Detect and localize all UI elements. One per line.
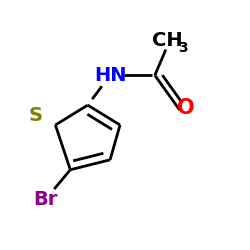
Text: Br: Br: [33, 190, 58, 209]
Text: O: O: [177, 98, 195, 117]
Text: S: S: [28, 106, 42, 124]
Text: 3: 3: [178, 41, 188, 55]
Text: HN: HN: [94, 66, 126, 85]
Text: CH: CH: [152, 31, 182, 50]
